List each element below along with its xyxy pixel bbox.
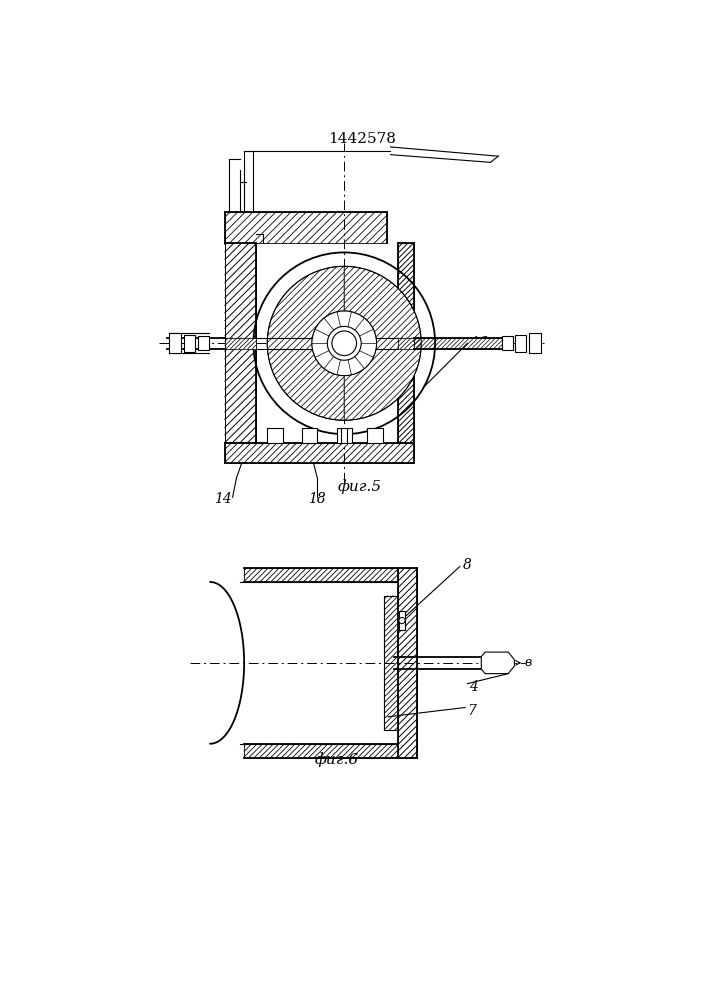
Bar bbox=[267, 428, 283, 443]
Text: 4: 4 bbox=[469, 680, 478, 694]
Bar bbox=[169, 333, 181, 353]
Bar bbox=[225, 212, 387, 243]
Text: фиг.6: фиг.6 bbox=[315, 753, 358, 767]
Polygon shape bbox=[344, 266, 421, 420]
Polygon shape bbox=[481, 652, 515, 674]
Bar bbox=[398, 243, 414, 443]
Bar bbox=[337, 428, 352, 443]
Text: 16: 16 bbox=[471, 336, 489, 350]
Bar bbox=[244, 568, 398, 582]
Text: 8: 8 bbox=[463, 558, 472, 572]
Bar bbox=[398, 568, 417, 758]
Text: в: в bbox=[525, 656, 532, 669]
Bar bbox=[515, 335, 526, 352]
Bar bbox=[302, 428, 317, 443]
Bar bbox=[398, 338, 414, 349]
Text: 7: 7 bbox=[467, 704, 477, 718]
Polygon shape bbox=[267, 266, 344, 420]
Bar bbox=[225, 243, 256, 443]
Bar bbox=[368, 428, 382, 443]
Circle shape bbox=[332, 331, 356, 356]
Circle shape bbox=[399, 617, 405, 624]
Bar bbox=[529, 333, 542, 353]
Text: 1442578: 1442578 bbox=[328, 132, 396, 146]
Text: фиг.5: фиг.5 bbox=[337, 479, 382, 494]
Bar bbox=[385, 596, 398, 730]
Bar bbox=[225, 338, 256, 349]
Circle shape bbox=[327, 326, 361, 360]
Bar bbox=[399, 611, 405, 630]
Bar bbox=[414, 338, 506, 349]
Text: 18: 18 bbox=[308, 492, 326, 506]
Circle shape bbox=[312, 311, 377, 376]
Bar bbox=[184, 335, 195, 352]
Text: 14: 14 bbox=[214, 492, 232, 506]
Bar bbox=[198, 336, 209, 350]
Bar bbox=[502, 336, 513, 350]
Bar bbox=[225, 443, 414, 463]
Bar bbox=[244, 744, 398, 758]
